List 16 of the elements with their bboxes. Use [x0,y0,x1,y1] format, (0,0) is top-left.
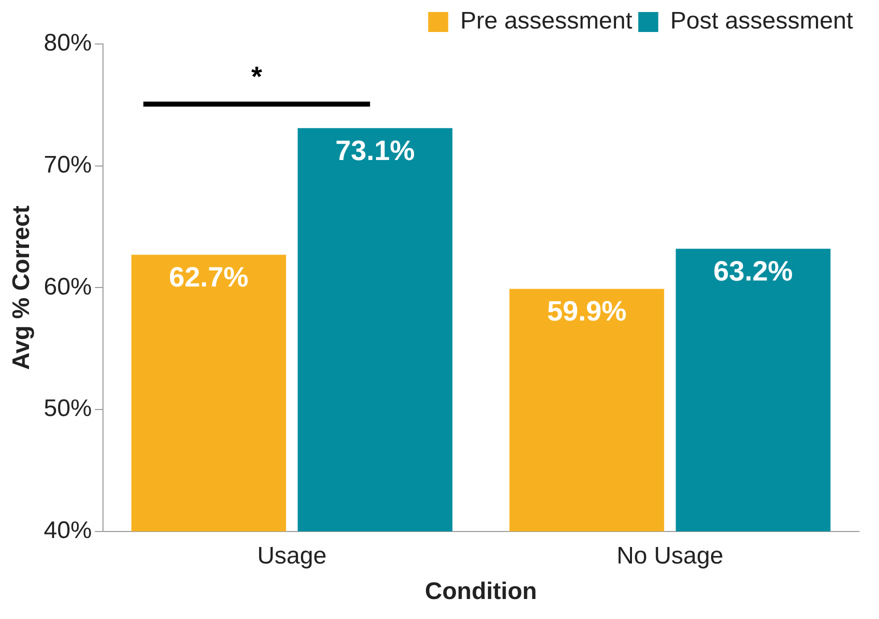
y-tick-label: 50% [44,395,92,422]
data-label: 62.7% [168,262,248,293]
y-tick-label: 60% [44,273,92,300]
data-label: 73.1% [335,134,415,166]
y-axis-title: Avg % Correct [8,205,36,370]
y-tick-label: 80% [44,30,92,57]
y-tick-label: 70% [44,151,92,178]
data-label: 59.9% [547,296,627,327]
data-label: 63.2% [713,255,793,286]
y-tick-label: 40% [44,517,92,544]
x-tick-label: Usage [257,542,327,570]
legend-label: Post assessment [670,8,854,35]
x-axis-title: Condition [424,578,537,606]
legend-label: Pre assessment [460,8,633,35]
x-tick-label: No Usage [616,542,724,570]
annotation: * [251,60,262,92]
